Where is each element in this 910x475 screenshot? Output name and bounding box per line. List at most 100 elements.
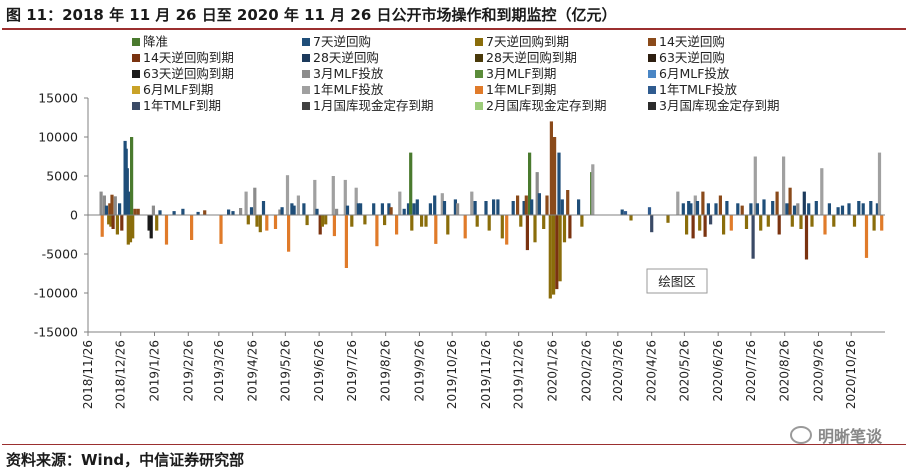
legend-label: 1年TMLF到期 <box>143 98 221 113</box>
x-tick-label: 2020/9/26 <box>811 340 825 402</box>
legend-swatch <box>132 86 140 94</box>
bar <box>505 215 509 245</box>
bar <box>535 172 539 215</box>
bar <box>255 215 259 227</box>
bar <box>519 215 523 227</box>
bar <box>814 201 818 215</box>
bar <box>836 207 840 215</box>
bar <box>740 205 744 215</box>
bar <box>691 215 695 239</box>
y-tick-label: -10000 <box>34 286 78 301</box>
legend-swatch <box>302 38 310 46</box>
bar <box>762 199 766 215</box>
bar <box>440 193 444 215</box>
bar <box>516 195 520 215</box>
bar <box>285 175 290 215</box>
bar <box>525 215 529 251</box>
bar <box>331 176 335 215</box>
x-tick-label: 2019/2/26 <box>181 340 195 402</box>
bar <box>706 203 710 215</box>
bar <box>558 215 562 282</box>
bar <box>107 215 111 225</box>
bar <box>542 215 546 229</box>
legend-swatch <box>648 86 656 94</box>
bar <box>500 215 504 239</box>
bar <box>265 215 269 231</box>
y-tick-label: 15000 <box>38 91 78 106</box>
bar <box>553 137 557 215</box>
bar <box>273 215 278 229</box>
bar <box>785 203 789 215</box>
chart: 降准 7天逆回购 7天逆回购到期 14天逆回购 14天逆回购到期 28天逆回购 28天逆回购… <box>34 34 885 409</box>
bar <box>345 205 350 215</box>
bar <box>359 203 363 215</box>
bar <box>804 215 809 260</box>
bar <box>332 215 336 237</box>
bar <box>203 210 207 215</box>
y-tick-label: 0 <box>70 208 78 223</box>
bar <box>698 215 702 231</box>
bar <box>685 215 689 235</box>
y-tick-label: 10000 <box>38 130 78 145</box>
bar <box>453 199 457 215</box>
bar <box>823 215 827 235</box>
bar <box>852 215 857 227</box>
bar <box>827 203 831 215</box>
bar <box>487 215 491 231</box>
legend-swatch <box>648 38 656 46</box>
x-tick-label: 2019/1/26 <box>148 340 162 402</box>
bar <box>880 215 884 231</box>
bar <box>231 211 235 215</box>
legend-label: 3月国库现金定存到期 <box>659 98 779 113</box>
bar <box>650 215 654 233</box>
bar <box>227 209 231 215</box>
bar <box>110 194 114 215</box>
bar <box>473 201 477 215</box>
x-tick-label: 2020/2/26 <box>579 340 593 402</box>
bar <box>261 201 266 215</box>
bar <box>777 215 781 235</box>
source-note: 资料来源：Wind，中信证券研究部 <box>6 451 245 469</box>
y-tick-label: 5000 <box>46 169 78 184</box>
bar <box>155 215 159 231</box>
bar <box>302 203 306 215</box>
legend-swatch <box>132 70 140 78</box>
bar <box>456 203 460 215</box>
bar <box>190 215 194 240</box>
bar <box>703 215 707 237</box>
bar <box>136 208 140 215</box>
legend-swatch <box>132 54 140 62</box>
bar <box>577 199 581 215</box>
bar <box>580 215 584 227</box>
bar <box>395 215 399 235</box>
bar <box>869 201 873 215</box>
bar <box>127 191 131 215</box>
bar <box>591 164 595 215</box>
legend-label: 63天逆回购到期 <box>143 66 234 81</box>
bar <box>749 203 753 215</box>
bar <box>864 215 869 258</box>
bar <box>99 191 103 215</box>
legend-label: 7天逆回购到期 <box>486 34 569 49</box>
bar <box>755 203 759 215</box>
bar <box>305 215 309 226</box>
legend: 降准 7天逆回购 7天逆回购到期 14天逆回购 14天逆回购到期 28天逆回购 28天逆回购… <box>132 34 779 113</box>
legend-label: 2月国库现金定存到期 <box>486 98 606 113</box>
legend-label: 14天逆回购 <box>659 34 725 49</box>
bar <box>511 201 515 215</box>
x-tick-label: 2020/5/26 <box>677 340 691 402</box>
legend-label: 1月国库现金定存到期 <box>313 98 433 113</box>
bar <box>239 208 243 215</box>
bar <box>562 215 567 243</box>
x-tick-label: 2019/8/26 <box>379 340 393 402</box>
bar <box>246 215 250 225</box>
legend-label: 14天逆回购到期 <box>143 50 234 65</box>
x-tick-label: 2019/5/26 <box>278 340 292 402</box>
bar <box>410 215 414 231</box>
bar <box>792 205 797 215</box>
bar <box>196 211 200 215</box>
legend-label: 1年MLF投放 <box>313 82 384 97</box>
x-tick-label: 2020/1/26 <box>545 340 559 402</box>
y-tick-label: -15000 <box>34 325 78 340</box>
bar <box>687 201 691 215</box>
